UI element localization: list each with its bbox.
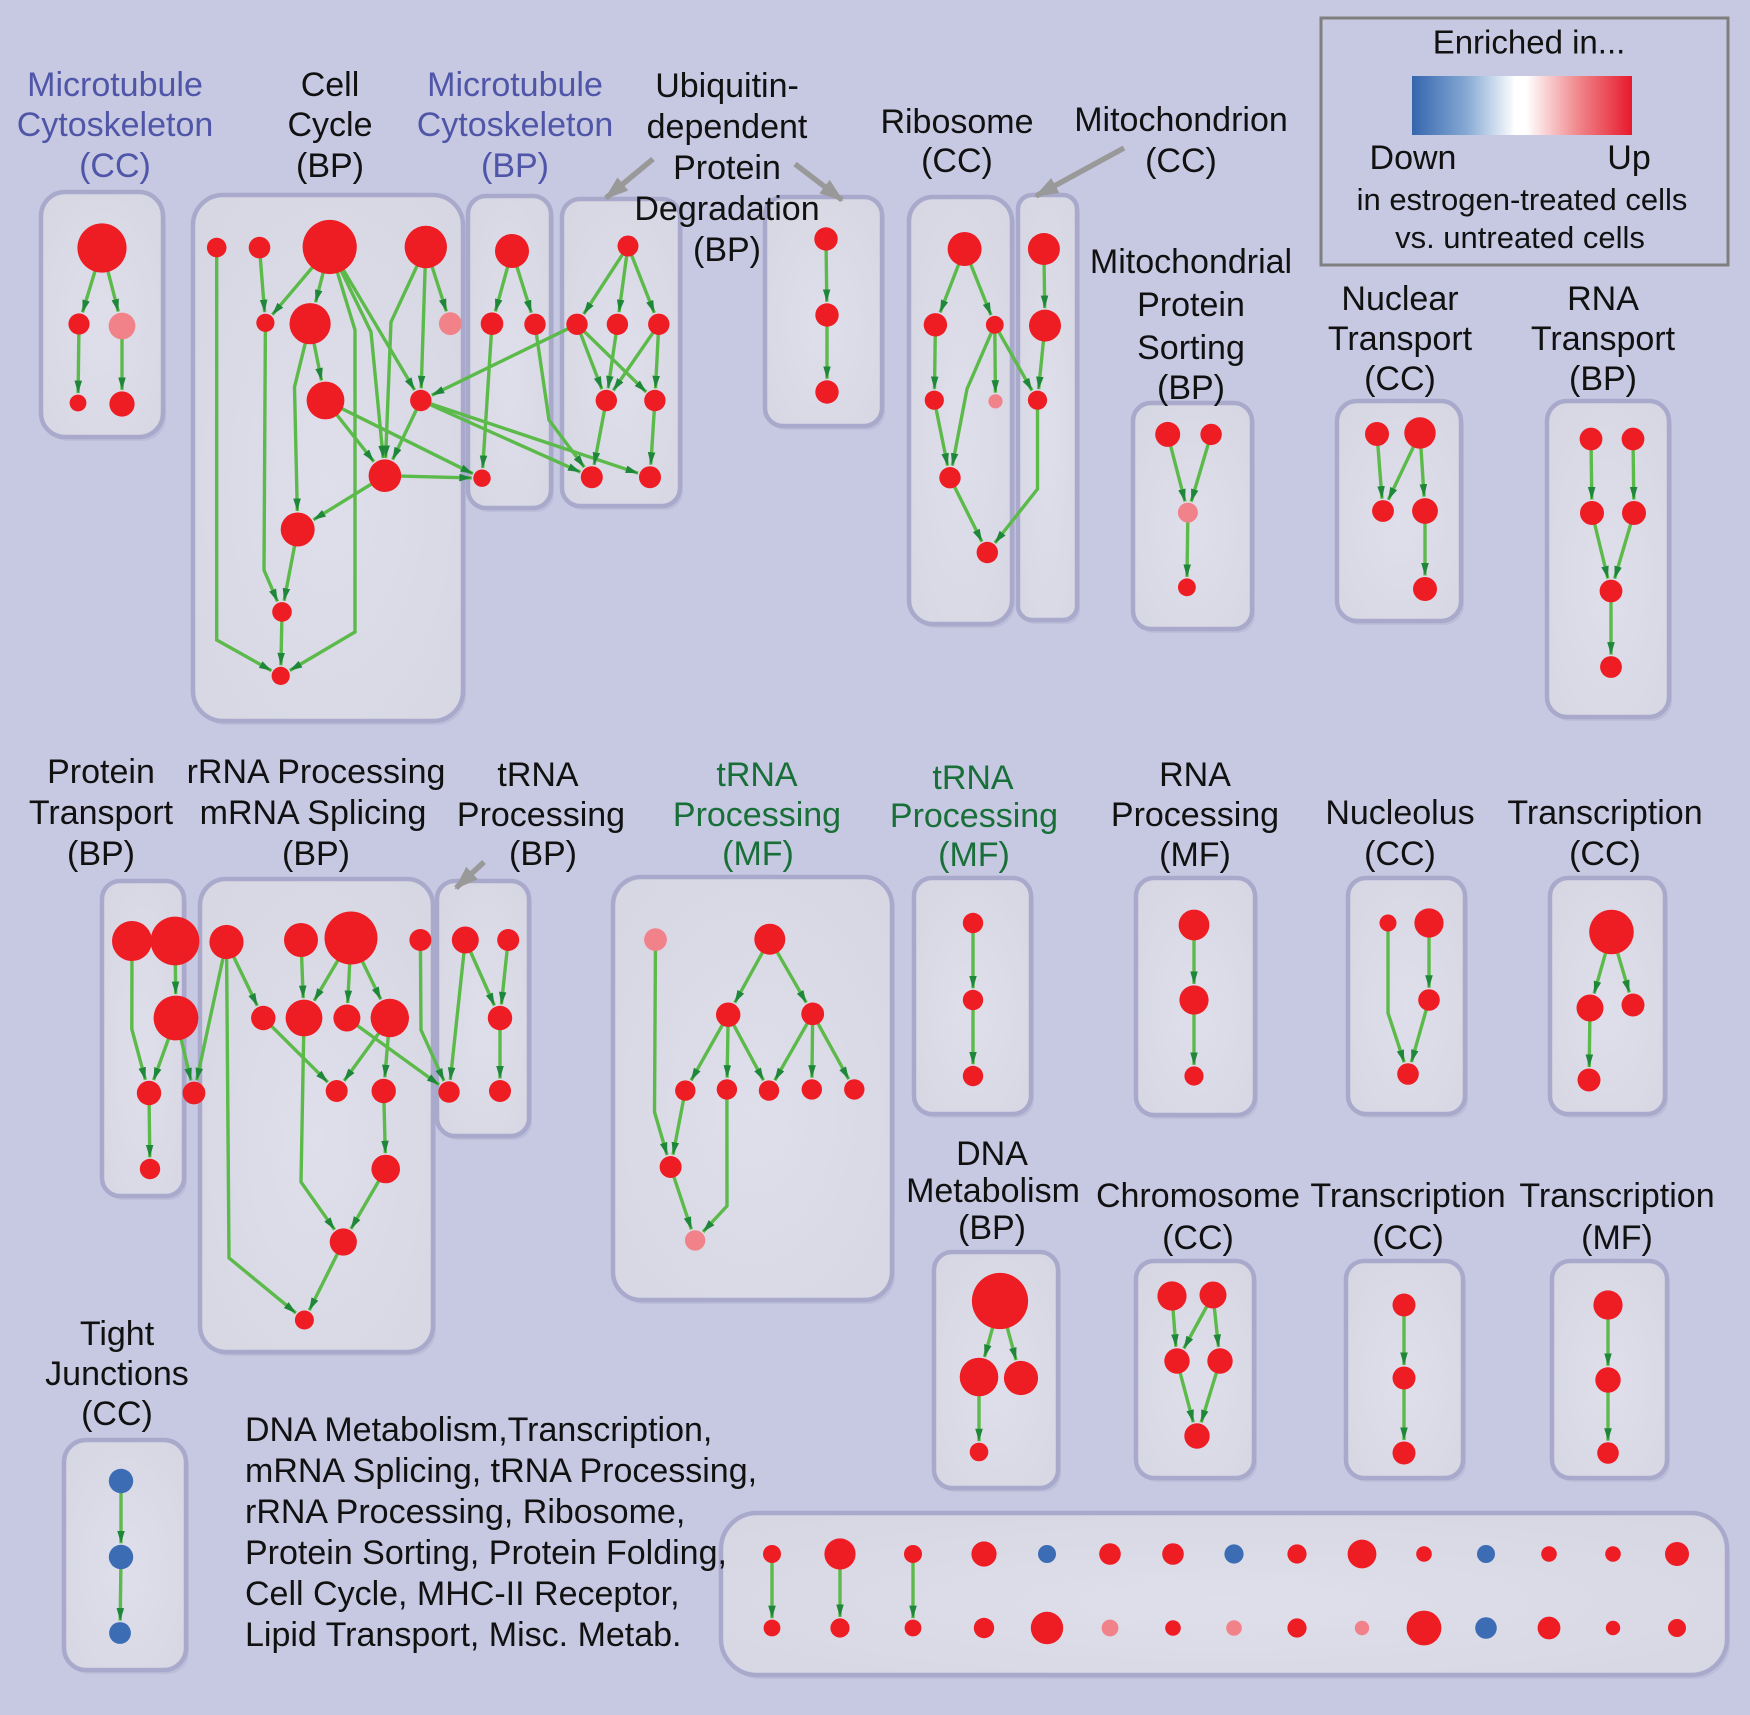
svg-text:(MF): (MF) <box>938 836 1010 874</box>
svg-text:RNA: RNA <box>1567 280 1639 318</box>
svg-text:in estrogen-treated cells: in estrogen-treated cells <box>1357 182 1688 217</box>
svg-text:(BP): (BP) <box>1157 369 1225 407</box>
svg-text:tRNA: tRNA <box>932 759 1014 797</box>
svg-text:(BP): (BP) <box>509 835 577 873</box>
svg-text:DNA Metabolism,Transcription,: DNA Metabolism,Transcription, <box>245 1411 712 1449</box>
svg-text:(CC): (CC) <box>1569 835 1641 873</box>
svg-text:tRNA: tRNA <box>716 756 798 794</box>
svg-text:(BP): (BP) <box>67 835 135 873</box>
svg-text:Sorting: Sorting <box>1137 329 1245 367</box>
svg-text:(CC): (CC) <box>1145 142 1217 180</box>
svg-text:Protein: Protein <box>1137 286 1245 324</box>
svg-text:(BP): (BP) <box>1569 360 1637 398</box>
svg-text:(CC): (CC) <box>1372 1219 1444 1257</box>
svg-text:Nuclear: Nuclear <box>1341 280 1458 318</box>
svg-text:Transport: Transport <box>1328 320 1473 358</box>
svg-text:Ribosome: Ribosome <box>880 103 1033 141</box>
svg-text:(CC): (CC) <box>1364 835 1436 873</box>
svg-text:rRNA Processing: rRNA Processing <box>187 753 446 791</box>
svg-text:Mitochondrial: Mitochondrial <box>1090 243 1292 281</box>
svg-text:(BP): (BP) <box>958 1209 1026 1247</box>
svg-text:tRNA: tRNA <box>497 756 579 794</box>
svg-text:(BP): (BP) <box>282 835 350 873</box>
svg-text:Processing: Processing <box>890 797 1058 835</box>
svg-text:Protein Sorting, Protein Foldi: Protein Sorting, Protein Folding, <box>245 1534 727 1572</box>
svg-text:DNA: DNA <box>956 1135 1028 1173</box>
svg-text:Metabolism: Metabolism <box>906 1172 1080 1210</box>
svg-text:vs. untreated cells: vs. untreated cells <box>1395 220 1645 255</box>
svg-text:Tight: Tight <box>80 1315 155 1353</box>
svg-text:(CC): (CC) <box>1364 360 1436 398</box>
svg-text:Cytoskeleton: Cytoskeleton <box>417 106 614 144</box>
svg-text:Transcription: Transcription <box>1310 1177 1505 1215</box>
svg-text:mRNA Splicing, tRNA Processing: mRNA Splicing, tRNA Processing, <box>245 1452 757 1490</box>
svg-text:Cell Cycle, MHC-II Receptor,: Cell Cycle, MHC-II Receptor, <box>245 1575 680 1613</box>
svg-text:Transcription: Transcription <box>1519 1177 1714 1215</box>
svg-text:(BP): (BP) <box>481 147 549 185</box>
svg-text:dependent: dependent <box>647 108 808 146</box>
svg-text:(BP): (BP) <box>296 147 364 185</box>
svg-text:Ubiquitin-: Ubiquitin- <box>655 67 799 105</box>
svg-text:Cytoskeleton: Cytoskeleton <box>17 106 214 144</box>
svg-text:(MF): (MF) <box>1581 1219 1653 1257</box>
svg-text:Microtubule: Microtubule <box>27 66 203 104</box>
svg-text:Chromosome: Chromosome <box>1096 1177 1300 1215</box>
svg-text:Junctions: Junctions <box>45 1355 189 1393</box>
svg-text:(CC): (CC) <box>81 1395 153 1433</box>
svg-text:Processing: Processing <box>1111 796 1279 834</box>
svg-text:Down: Down <box>1370 139 1457 177</box>
svg-text:Protein: Protein <box>673 149 781 187</box>
svg-text:Up: Up <box>1607 139 1650 177</box>
svg-text:RNA: RNA <box>1159 756 1231 794</box>
svg-text:Transcription: Transcription <box>1507 794 1702 832</box>
svg-text:Nucleolus: Nucleolus <box>1325 794 1474 832</box>
svg-text:(CC): (CC) <box>921 142 993 180</box>
svg-text:Transport: Transport <box>1531 320 1676 358</box>
svg-text:Mitochondrion: Mitochondrion <box>1074 101 1288 139</box>
svg-text:rRNA Processing, Ribosome,: rRNA Processing, Ribosome, <box>245 1493 685 1531</box>
svg-text:Transport: Transport <box>29 794 174 832</box>
svg-text:Protein: Protein <box>47 753 155 791</box>
svg-text:Processing: Processing <box>457 796 625 834</box>
svg-text:Cycle: Cycle <box>287 106 372 144</box>
svg-text:Cell: Cell <box>301 66 360 104</box>
svg-text:(BP): (BP) <box>693 231 761 269</box>
svg-text:(CC): (CC) <box>79 147 151 185</box>
svg-text:(MF): (MF) <box>1159 836 1231 874</box>
svg-text:Processing: Processing <box>673 796 841 834</box>
svg-text:mRNA Splicing: mRNA Splicing <box>200 794 427 832</box>
svg-text:Microtubule: Microtubule <box>427 66 603 104</box>
svg-text:Enriched in...: Enriched in... <box>1433 24 1626 61</box>
svg-text:Degradation: Degradation <box>634 190 819 228</box>
svg-text:(MF): (MF) <box>722 835 794 873</box>
svg-text:Lipid Transport, Misc. Metab.: Lipid Transport, Misc. Metab. <box>245 1616 682 1654</box>
svg-text:(CC): (CC) <box>1162 1219 1234 1257</box>
